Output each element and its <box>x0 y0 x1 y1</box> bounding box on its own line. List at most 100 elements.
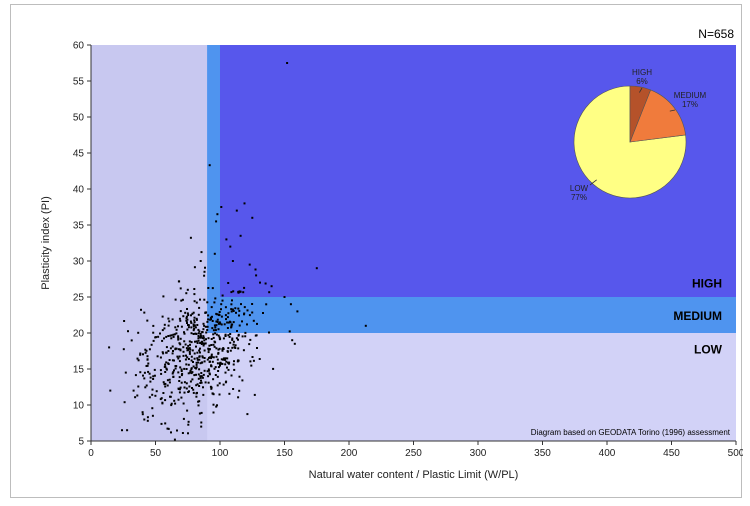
data-point <box>229 349 232 352</box>
data-point <box>192 333 195 335</box>
y-tick-label: 30 <box>73 257 85 268</box>
data-point <box>169 334 172 337</box>
x-tick-label: 0 <box>88 448 94 459</box>
data-point <box>213 301 216 304</box>
data-point <box>194 326 197 329</box>
data-point <box>195 363 198 366</box>
data-point <box>186 288 189 291</box>
data-point <box>248 263 251 266</box>
data-point <box>208 372 211 375</box>
data-point <box>181 298 184 301</box>
data-point <box>141 411 144 414</box>
data-point <box>199 351 201 354</box>
data-point <box>197 361 199 364</box>
data-point <box>207 348 210 351</box>
pie-label-medium-pct: 17% <box>682 100 698 109</box>
data-point <box>185 319 188 322</box>
data-point <box>224 371 227 374</box>
data-point <box>137 331 140 334</box>
data-point <box>207 347 210 350</box>
data-point <box>270 285 273 288</box>
data-point <box>207 381 210 384</box>
data-point <box>230 310 233 313</box>
data-point <box>226 316 229 319</box>
data-point <box>201 331 204 334</box>
data-point <box>210 306 213 309</box>
data-point <box>238 314 240 317</box>
data-point <box>193 288 196 290</box>
data-point <box>137 385 140 388</box>
data-point <box>173 369 175 372</box>
x-tick-label: 450 <box>663 448 680 459</box>
data-point <box>175 347 178 350</box>
data-point <box>238 324 241 327</box>
data-point <box>206 358 209 361</box>
data-point <box>187 347 190 350</box>
data-point <box>197 339 200 342</box>
data-point <box>207 337 210 340</box>
data-point <box>177 357 180 360</box>
data-point <box>252 319 255 322</box>
data-point <box>182 315 185 318</box>
data-point <box>193 319 196 322</box>
data-point <box>173 333 176 336</box>
data-point <box>192 391 195 394</box>
data-point <box>187 432 189 435</box>
data-point <box>216 375 219 378</box>
data-point <box>157 335 160 338</box>
data-point <box>203 349 206 352</box>
data-point <box>166 427 169 430</box>
data-point <box>198 330 201 333</box>
data-point <box>237 291 240 294</box>
y-axis-ticks: 5 10 15 20 25 30 35 40 45 50 55 60 <box>73 41 91 448</box>
data-point <box>178 360 181 363</box>
data-point <box>200 425 203 428</box>
data-point <box>215 347 218 350</box>
data-point <box>161 329 164 332</box>
data-point <box>227 312 230 315</box>
data-point <box>217 348 220 351</box>
data-point <box>192 325 195 328</box>
data-point <box>162 381 165 384</box>
data-point <box>190 367 193 370</box>
data-point <box>220 206 223 208</box>
data-point <box>226 321 229 324</box>
data-point <box>164 382 167 385</box>
data-point <box>192 388 195 391</box>
data-point <box>167 350 170 352</box>
data-point <box>178 342 181 345</box>
data-point <box>171 359 174 362</box>
data-point <box>167 317 170 320</box>
data-point <box>217 370 220 372</box>
data-point <box>214 332 217 335</box>
chart-frame: 0 50 100 150 200 250 300 350 400 450 500 5 10 15 20 25… <box>10 4 745 498</box>
data-point <box>206 320 209 323</box>
data-point <box>219 322 222 325</box>
pie-label-low-pct: 77% <box>571 193 587 202</box>
data-point <box>143 418 146 421</box>
data-point <box>167 324 170 327</box>
zone-medium-band-horizontal <box>220 297 736 333</box>
data-point <box>216 213 219 216</box>
data-point <box>289 303 292 306</box>
data-point <box>146 364 149 367</box>
data-point <box>186 409 189 412</box>
data-point <box>126 429 129 432</box>
data-point <box>211 315 213 318</box>
data-point <box>256 347 258 349</box>
data-point <box>200 411 203 414</box>
data-point <box>187 324 190 327</box>
data-point <box>186 356 189 359</box>
data-point <box>195 345 197 348</box>
data-point <box>190 314 192 317</box>
data-point <box>201 376 204 379</box>
data-point <box>183 331 185 334</box>
data-point <box>180 368 183 371</box>
data-point <box>197 332 200 335</box>
data-point <box>224 306 227 309</box>
data-point <box>195 318 198 321</box>
data-point <box>171 372 174 375</box>
data-point <box>187 423 190 426</box>
data-point <box>218 321 221 324</box>
data-point <box>179 319 182 322</box>
